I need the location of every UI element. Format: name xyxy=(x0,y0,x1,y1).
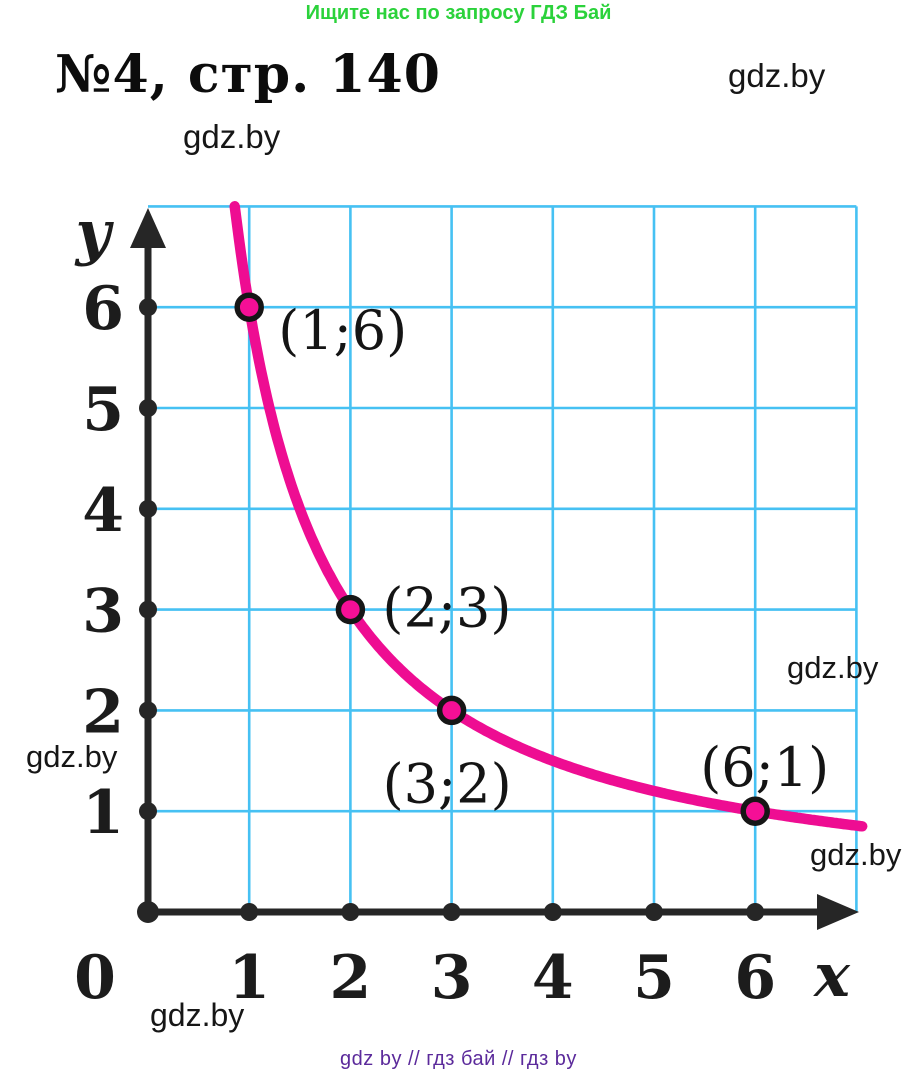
x-tick-label: 5 xyxy=(633,943,675,1013)
footer-links: gdz by // гдз бай // гдз by xyxy=(340,1048,577,1070)
promo-text: Ищите нас по запросу ГДЗ Бай xyxy=(305,2,612,24)
page-title: №4, стр. 140 xyxy=(55,44,441,105)
data-point xyxy=(740,796,770,826)
y-tick-label: 5 xyxy=(82,375,124,445)
x-axis-arrow xyxy=(817,894,859,930)
x-tick-dot xyxy=(645,903,663,921)
x-tick-label: 6 xyxy=(734,943,776,1013)
watermark: gdz.by xyxy=(787,650,879,685)
y-tick-label: 4 xyxy=(82,476,124,546)
x-tick-dot xyxy=(746,903,765,921)
origin-label: 0 xyxy=(74,943,116,1013)
y-tick-dot xyxy=(139,600,157,619)
x-tick-dot xyxy=(543,903,562,921)
y-tick-label: 1 xyxy=(82,778,124,848)
y-tick-dot xyxy=(139,499,157,518)
watermark: gdz.by xyxy=(728,57,826,94)
x-axis-letter: x xyxy=(812,941,851,1011)
point-label: (2;3) xyxy=(382,577,511,640)
watermark: gdz.by xyxy=(26,739,118,774)
point-label: (3;2) xyxy=(383,752,512,815)
point-label: (6;1) xyxy=(700,736,829,799)
y-tick-label: 6 xyxy=(82,274,124,344)
watermark: gdz.by xyxy=(150,997,245,1033)
y-tick-dot xyxy=(139,701,157,720)
x-tick-dot xyxy=(341,903,360,921)
data-point xyxy=(335,594,366,625)
data-point xyxy=(234,292,264,322)
y-tick-dot xyxy=(139,399,157,417)
y-tick-label: 3 xyxy=(82,577,124,647)
x-tick-label: 1 xyxy=(228,943,270,1013)
x-tick-label: 2 xyxy=(330,943,372,1013)
x-tick-dot xyxy=(442,903,461,921)
origin-dot xyxy=(137,901,159,923)
watermark: gdz.by xyxy=(183,118,281,155)
y-tick-dot xyxy=(139,298,157,317)
data-point xyxy=(436,695,467,726)
watermark: gdz.by xyxy=(810,837,902,872)
y-axis-letter: y xyxy=(74,198,115,268)
y-axis-arrow xyxy=(130,208,166,248)
y-tick-label: 2 xyxy=(82,677,124,747)
x-tick-dot xyxy=(240,903,259,921)
x-tick-label: 3 xyxy=(431,943,473,1013)
point-label: (1;6) xyxy=(278,299,407,362)
x-tick-label: 4 xyxy=(532,943,574,1013)
y-tick-dot xyxy=(139,802,157,821)
